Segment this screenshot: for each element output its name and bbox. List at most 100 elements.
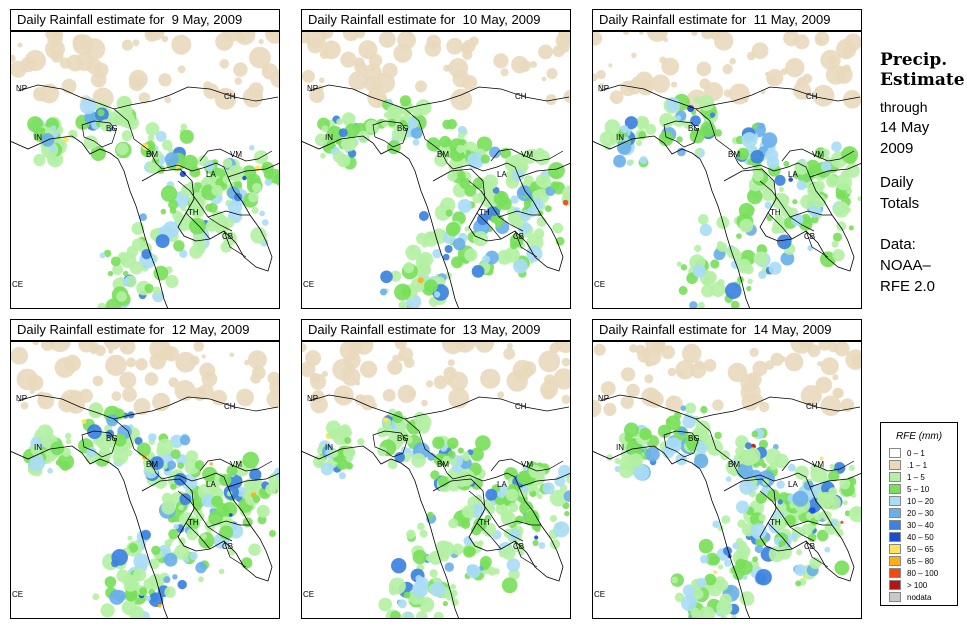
rain-cell <box>165 275 179 288</box>
rain-cell <box>437 142 453 158</box>
rain-cell <box>129 261 143 275</box>
rain-cell <box>620 125 629 133</box>
rain-cell <box>633 464 650 481</box>
rain-cell <box>387 140 401 155</box>
rain-cell <box>458 469 475 487</box>
rain-cell <box>805 194 813 202</box>
rain-cell <box>714 431 722 440</box>
light-rain-patch <box>554 341 571 353</box>
rain-cell <box>177 579 187 590</box>
light-rain-patch <box>177 65 186 74</box>
rain-cell <box>809 507 816 514</box>
rain-cell <box>750 150 764 164</box>
rain-cell <box>544 205 552 213</box>
rain-cell <box>547 162 565 180</box>
country-label-bg: BG <box>688 434 700 443</box>
country-label-la: LA <box>206 170 216 179</box>
country-border <box>17 394 279 420</box>
rain-cell <box>99 252 106 259</box>
light-rain-patch <box>661 57 680 76</box>
light-rain-patch <box>758 401 770 413</box>
rain-cell <box>682 584 696 597</box>
light-rain-patch <box>609 90 624 104</box>
light-rain-patch <box>214 87 237 110</box>
rain-cell <box>629 453 643 468</box>
country-label-th: TH <box>188 208 199 217</box>
rain-cell <box>666 97 680 112</box>
light-rain-patch <box>305 350 322 367</box>
rain-cell <box>412 549 427 565</box>
light-rain-patch <box>834 388 844 398</box>
rain-cell <box>227 473 243 489</box>
rain-cell <box>698 214 709 225</box>
rain-cell <box>145 595 151 602</box>
country-label-th: TH <box>770 208 781 217</box>
figure-title-line2: Estimate <box>880 70 965 90</box>
light-rain-patch <box>164 350 175 361</box>
rain-cell <box>242 175 247 181</box>
country-border <box>781 458 855 472</box>
light-rain-patch <box>267 371 280 385</box>
rain-cell <box>635 139 643 147</box>
rain-cell <box>185 489 190 495</box>
rain-cell <box>820 148 830 158</box>
rain-cell <box>160 185 178 202</box>
rain-cell <box>508 528 521 541</box>
coastline <box>301 135 571 309</box>
rain-cell <box>173 523 179 530</box>
rain-cell <box>139 587 148 596</box>
light-rain-patch <box>168 377 179 388</box>
country-label-bm: BM <box>728 460 740 469</box>
rain-cell <box>168 199 179 210</box>
country-border <box>490 458 564 472</box>
rain-cell <box>242 517 253 528</box>
rain-cell <box>812 194 827 208</box>
rain-cell <box>777 499 783 505</box>
rain-cell <box>457 199 472 213</box>
panel-title: Daily Rainfall estimate for 14 May, 2009 <box>592 319 862 341</box>
country-label-vm: VM <box>812 150 824 159</box>
rain-cell <box>467 152 484 169</box>
rain-cell <box>320 152 326 159</box>
rain-cell <box>377 427 388 438</box>
country-border <box>663 430 699 458</box>
country-label-np: NP <box>307 394 318 403</box>
rain-cell <box>639 156 648 165</box>
rain-cell <box>201 533 207 540</box>
rain-cell <box>346 454 354 462</box>
rain-cell <box>250 227 267 244</box>
light-rain-patch <box>493 53 509 69</box>
legend-swatch <box>889 484 901 494</box>
legend-swatch <box>889 556 901 566</box>
country-border <box>199 148 273 162</box>
light-rain-patch <box>103 341 122 350</box>
country-border <box>695 418 745 480</box>
light-rain-patch <box>785 58 805 78</box>
light-rain-patch <box>851 354 862 369</box>
rain-cell <box>131 222 145 235</box>
rain-cell <box>438 541 455 558</box>
legend-row: 20 – 30 <box>889 507 957 519</box>
rain-cell <box>523 175 534 186</box>
rain-cell <box>409 244 416 251</box>
light-rain-patch <box>301 31 311 44</box>
rain-cell <box>678 286 688 295</box>
rain-cell <box>484 514 492 522</box>
rain-cell <box>464 226 470 232</box>
rain-cell <box>456 144 465 154</box>
light-rain-patch <box>75 45 81 51</box>
rain-cell <box>411 453 426 468</box>
rain-cell <box>777 545 792 560</box>
rain-cell <box>504 155 522 172</box>
rain-cell <box>111 559 119 568</box>
country-label-la: LA <box>497 480 507 489</box>
rain-cell <box>789 502 796 509</box>
light-rain-patch <box>433 375 448 390</box>
rain-cell <box>848 225 854 231</box>
rain-cell <box>550 181 560 191</box>
legend-label: 40 – 50 <box>907 532 934 542</box>
light-rain-patch <box>530 61 537 68</box>
light-rain-patch <box>646 31 668 42</box>
coastline <box>592 445 862 619</box>
light-rain-patch <box>599 82 605 88</box>
